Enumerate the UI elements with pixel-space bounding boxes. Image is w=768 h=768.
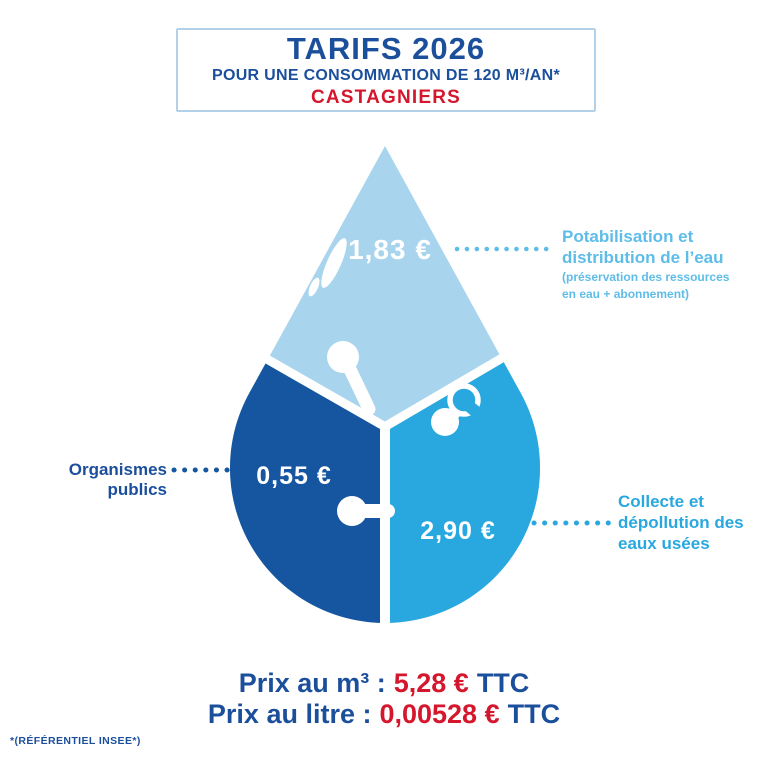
page-subtitle: POUR UNE CONSOMMATION DE 120 M³/AN*	[211, 66, 560, 84]
gap-left-divider	[241, 342, 392, 433]
label-collecte-line3: eaux usées	[618, 534, 710, 553]
title-box: TARIFS 2026 POUR UNE CONSOMMATION DE 120…	[176, 28, 596, 112]
price-per-m3-suffix: TTC	[476, 668, 530, 698]
label-potabilisation-line2: distribution de l’eau	[562, 248, 724, 267]
value-collecte: 2,90 €	[420, 517, 496, 545]
label-collecte-line2: dépollution des	[618, 513, 744, 532]
insee-footnote: *(RÉFÉRENTIEL INSEE*)	[10, 735, 141, 747]
value-organismes: 0,55 €	[256, 462, 332, 490]
gap-right-divider	[378, 340, 529, 433]
label-potabilisation: Potabilisation et distribution de l’eau …	[562, 226, 729, 301]
puzzle-notch-top-head	[327, 341, 359, 373]
label-collecte: Collecte et dépollution des eaux usées	[618, 491, 744, 554]
drop-highlight-small	[308, 277, 320, 297]
label-organismes: Organismes publics	[68, 460, 167, 499]
price-per-litre-label: Prix au litre :	[207, 699, 372, 729]
commune-name: CASTAGNIERS	[310, 86, 462, 108]
price-per-m3: Prix au m³ :5,28 € TTC	[0, 668, 768, 699]
label-collecte-line1: Collecte et	[618, 492, 704, 511]
price-per-litre-value: 0,00528 €	[379, 699, 500, 729]
price-summary: Prix au m³ :5,28 € TTC Prix au litre :0,0…	[0, 668, 768, 730]
price-per-m3-label: Prix au m³ :	[238, 668, 386, 698]
price-per-m3-value: 5,28 €	[393, 668, 469, 698]
price-per-litre: Prix au litre :0,00528 € TTC	[0, 699, 768, 730]
price-per-litre-suffix: TTC	[507, 699, 561, 729]
drop-highlight-large	[321, 238, 347, 288]
puzzle-pocket-right-head	[431, 408, 459, 436]
label-potabilisation-sub2: en eau + abonnement)	[562, 286, 690, 301]
label-potabilisation-line1: Potabilisation et	[562, 227, 694, 246]
puzzle-tab-right-stem	[463, 400, 493, 427]
label-potabilisation-sub1: (préservation des ressources	[562, 270, 730, 284]
page-title: TARIFS 2026	[286, 30, 486, 66]
value-potabilisation: 1,83 €	[348, 234, 432, 265]
puzzle-notch-left-head	[337, 496, 367, 526]
